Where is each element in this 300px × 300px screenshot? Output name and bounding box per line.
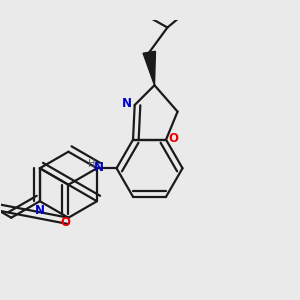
Polygon shape <box>143 51 155 85</box>
Text: N: N <box>122 97 132 110</box>
Text: N: N <box>35 204 45 218</box>
Text: O: O <box>60 216 70 229</box>
Text: H: H <box>88 159 95 169</box>
Text: N: N <box>94 161 104 174</box>
Text: O: O <box>169 132 179 145</box>
